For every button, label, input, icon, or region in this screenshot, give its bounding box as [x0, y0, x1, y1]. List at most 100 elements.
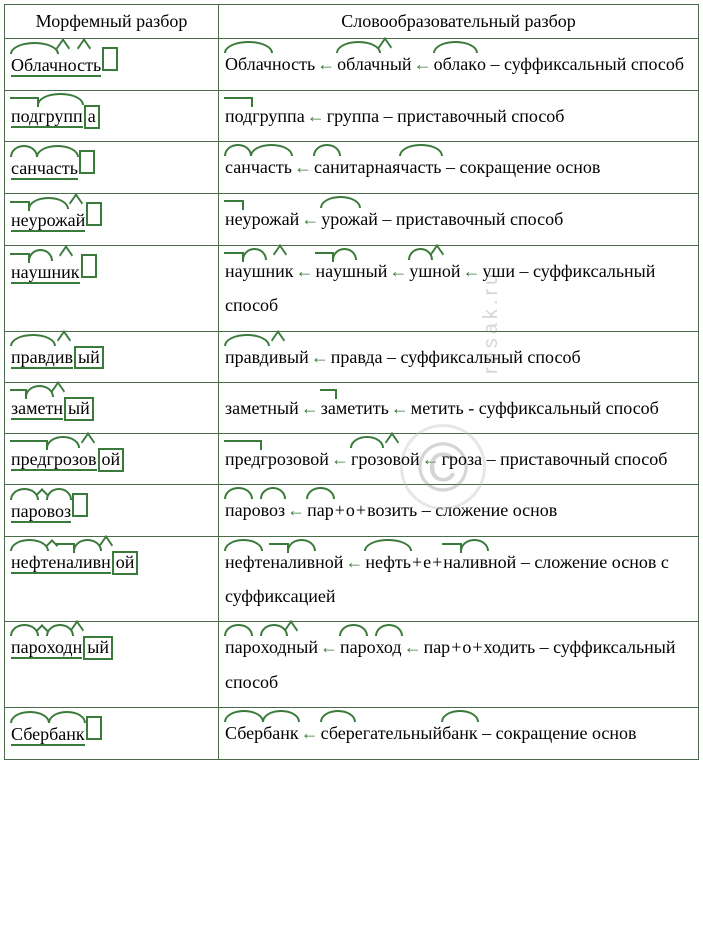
plus-sign: +: [334, 500, 346, 520]
chain-word: правдивый: [225, 340, 309, 374]
arrow-icon: ←: [315, 54, 337, 74]
morpheme-root: банк: [263, 716, 299, 750]
derivation-cell: нефтеналивной←нефть+е+наливной – сложени…: [219, 537, 699, 622]
morpheme-pre: не: [225, 202, 243, 236]
morpheme-suf: ив: [55, 340, 73, 374]
ending-box: [86, 202, 102, 226]
arrow-icon: ←: [389, 398, 411, 418]
derivation-method: – сокращение основ: [478, 723, 637, 743]
morpheme-root: пар: [225, 493, 252, 527]
morpheme-text: ай: [360, 202, 378, 236]
morphemic-cell: пароходный: [5, 622, 219, 707]
table-row: заметныйзаметный← заметить← метить - суф…: [5, 382, 699, 433]
chain-word: метить: [411, 391, 464, 425]
morpheme-root: гроз: [47, 442, 80, 476]
plus-sign: +: [355, 500, 367, 520]
morpheme-root: сан: [225, 150, 251, 184]
table-row: паровозпаровоз←пар+о+возить – сложение о…: [5, 485, 699, 537]
morpheme-root: ход: [376, 630, 402, 664]
arrow-icon: ←: [299, 209, 321, 229]
table-row: СбербанкСбербанк←сберегательный банк – с…: [5, 707, 699, 759]
morpheme-root: облак: [434, 47, 477, 81]
derivation-cell: санчасть←санитарная часть – сокращение о…: [219, 142, 699, 194]
chain-word: облачный: [337, 47, 411, 81]
morpheme-root: Облач: [11, 48, 58, 82]
ending-box: ый: [83, 636, 113, 660]
morpheme-root: воз: [261, 493, 286, 527]
derivation-method: – приставочный способ: [379, 106, 564, 126]
ending-box: [81, 254, 97, 278]
morpheme-suf: ник: [52, 255, 80, 289]
morpheme-suf: н: [73, 630, 83, 664]
derivation-cell: наушник←наушный←ушной←уши – суффиксальны…: [219, 246, 699, 331]
morpheme-root: урож: [29, 203, 68, 237]
morpheme-text: ной: [315, 545, 343, 579]
derivation-method: – сложение основ: [417, 500, 557, 520]
arrow-icon: ←: [299, 398, 321, 418]
morpheme-suf: ов: [383, 442, 401, 476]
chain-word: наушник: [225, 254, 294, 288]
morpheme-root: сан: [11, 151, 37, 185]
arrow-icon: ←: [329, 449, 351, 469]
arrow-icon: ←: [309, 347, 331, 367]
morpheme-suf: н: [287, 630, 297, 664]
plus-sign: +: [431, 552, 443, 572]
morpheme-root: урож: [321, 202, 360, 236]
morpheme-suf: н: [58, 48, 68, 82]
derivation-cell: Сбербанк←сберегательный банк – сокращени…: [219, 707, 699, 759]
derivation-cell: правдивый← правда – суффиксальный способ: [219, 331, 699, 382]
stem-underline: правдив: [11, 347, 73, 369]
derivation-method: – приставочный способ: [378, 209, 563, 229]
morpheme-root: правд: [11, 340, 55, 374]
morpheme-pre: на: [225, 254, 243, 288]
morpheme-text: грозовой: [261, 442, 329, 476]
arrow-icon: ←: [420, 449, 442, 469]
stem-underline: нефтеналивн: [11, 552, 111, 574]
morpheme-text: о: [462, 630, 471, 664]
morphemic-cell: предгрозовой: [5, 433, 219, 484]
morpheme-root: пар: [11, 630, 38, 664]
ending-box: [86, 716, 102, 740]
morpheme-root: ход: [47, 630, 73, 664]
morpheme-root: уш: [29, 255, 52, 289]
chain-word: санчасть: [225, 150, 292, 184]
morpheme-root: уш: [409, 254, 432, 288]
morphemic-cell: Облачность: [5, 39, 219, 91]
morpheme-suf: н: [380, 47, 390, 81]
morpheme-pre: на: [443, 545, 461, 579]
morpheme-root: нефт: [11, 545, 48, 579]
morpheme-text: заметный: [225, 391, 299, 425]
morphemic-cell: паровоз: [5, 485, 219, 537]
morpheme-root: воз: [47, 494, 72, 528]
chain-word: сберегательный банк: [321, 716, 478, 750]
morpheme-pre: на: [56, 545, 74, 579]
arrow-icon: ←: [402, 637, 424, 657]
ending-box: ый: [64, 397, 94, 421]
morphemic-cell: нефтеналивной: [5, 537, 219, 622]
morpheme-root: Сбер: [225, 716, 263, 750]
morphemic-cell: заметный: [5, 382, 219, 433]
morpheme-text: е: [423, 545, 431, 579]
chain-word: пар+о+возить: [307, 493, 417, 527]
ending-box: [79, 150, 95, 174]
morpheme-suf: н: [53, 391, 63, 425]
morpheme-root: мет: [26, 391, 53, 425]
morpheme-text: группа: [327, 99, 379, 133]
morpheme-suf: ив: [269, 340, 287, 374]
derivation-method: – суффиксальный способ: [486, 54, 684, 74]
table-row: нефтеналивнойнефтеналивной←нефть+е+налив…: [5, 537, 699, 622]
morpheme-text: ность: [272, 47, 315, 81]
morpheme-text: группа: [252, 99, 304, 133]
chain-word: санитарная часть: [314, 150, 442, 184]
derivation-cell: пароходный←пароход←пар+о+ходить – суффик…: [219, 622, 699, 707]
morpheme-root: часть: [251, 150, 292, 184]
stem-underline: предгрозов: [11, 449, 97, 471]
morpheme-text: ой: [442, 254, 461, 288]
derivation-cell: заметный← заметить← метить - суффиксальн…: [219, 382, 699, 433]
morpheme-text: ной: [488, 545, 516, 579]
morpheme-root: правд: [225, 340, 269, 374]
morpheme-suf: ость: [68, 48, 102, 82]
arrow-icon: ←: [343, 552, 365, 572]
word: заметный: [11, 391, 94, 425]
morpheme-pre: под: [225, 99, 252, 133]
